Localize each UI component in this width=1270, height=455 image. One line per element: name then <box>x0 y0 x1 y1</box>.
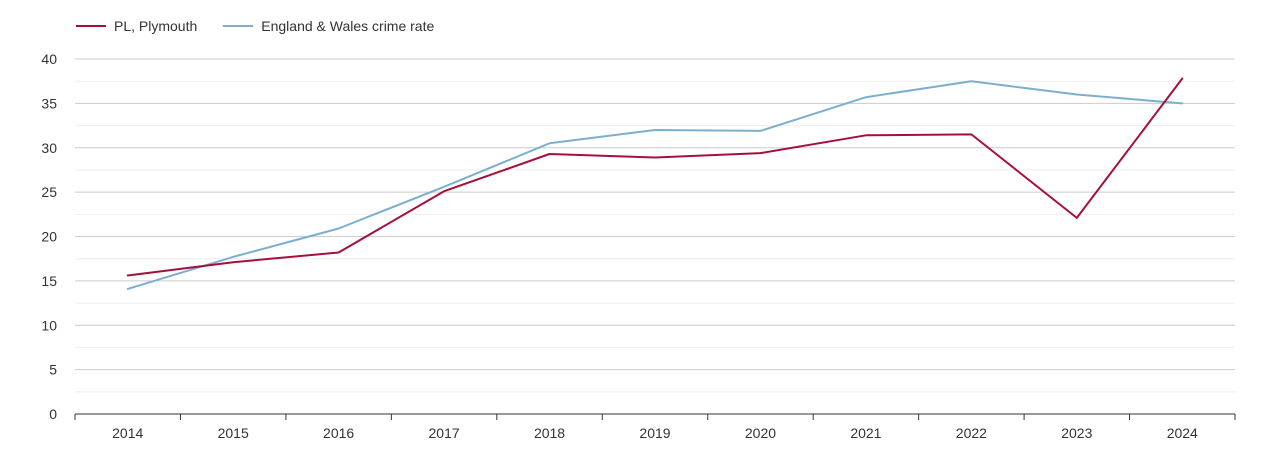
series-line-plymouth <box>126 77 1184 277</box>
y-tick-label: 25 <box>41 184 57 200</box>
x-tick-label: 2018 <box>534 425 565 441</box>
y-tick-label: 35 <box>41 95 57 111</box>
x-tick-label: 2014 <box>112 425 143 441</box>
legend-swatch-england-wales <box>223 25 254 27</box>
x-tick-label: 2017 <box>429 425 460 441</box>
x-tick-label: 2020 <box>745 425 776 441</box>
x-tick-label: 2022 <box>956 425 987 441</box>
y-tick-label: 15 <box>41 273 57 289</box>
legend-item-england-wales[interactable]: England & Wales crime rate <box>223 18 434 34</box>
y-tick-label: 10 <box>41 317 57 333</box>
legend-item-plymouth[interactable]: PL, Plymouth <box>76 18 197 34</box>
x-tick-label: 2021 <box>850 425 881 441</box>
legend: PL, Plymouth England & Wales crime rate <box>76 14 460 38</box>
y-tick-label: 20 <box>41 229 57 245</box>
x-tick-label: 2015 <box>218 425 249 441</box>
y-tick-label: 0 <box>49 406 57 422</box>
x-tick-label: 2024 <box>1167 425 1198 441</box>
y-tick-label: 40 <box>41 51 57 67</box>
x-tick-label: 2023 <box>1061 425 1092 441</box>
legend-label-plymouth: PL, Plymouth <box>114 18 198 34</box>
y-tick-label: 5 <box>49 362 57 378</box>
y-tick-label: 30 <box>41 140 57 156</box>
series-line-england-wales <box>126 80 1184 290</box>
x-tick-label: 2016 <box>323 425 354 441</box>
legend-swatch-plymouth <box>76 25 106 27</box>
legend-label-england-wales: England & Wales crime rate <box>261 18 435 34</box>
x-tick-label: 2019 <box>639 425 670 441</box>
